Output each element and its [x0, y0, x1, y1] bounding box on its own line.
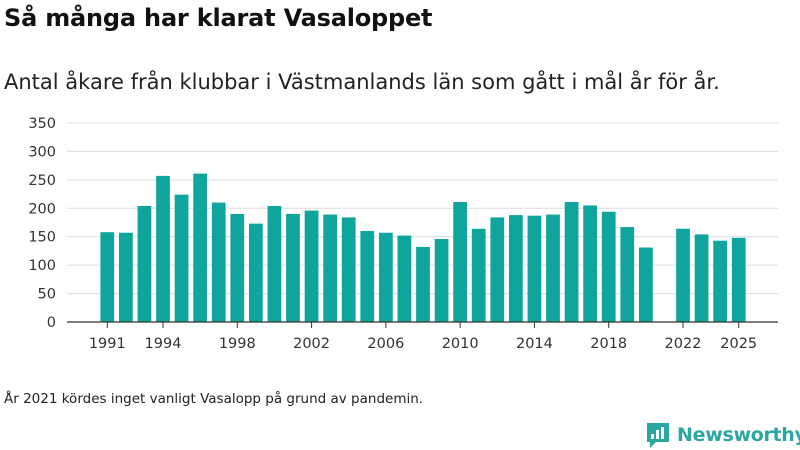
bar: [360, 231, 375, 322]
x-tick-label: 2002: [293, 336, 330, 352]
bar: [453, 202, 468, 322]
axes: 0 50 100 150 200 250 300 350 1991 1994 1998 2002 200…: [28, 116, 778, 352]
bar: [248, 223, 263, 322]
y-tick-label: 0: [47, 315, 56, 331]
bar: [397, 235, 412, 322]
chart-title: Så många har klarat Vasaloppet: [4, 4, 433, 32]
x-tick-label: 2006: [367, 336, 404, 352]
bar-chart: 0 50 100 150 200 250 300 350 1991 1994 1998 2002 200…: [28, 116, 778, 352]
chart-subtitle: Antal åkare från klubbar i Västmanlands …: [4, 70, 720, 94]
x-tick-label: 1998: [219, 336, 256, 352]
bar: [304, 210, 319, 322]
x-tick-label: 1991: [89, 336, 126, 352]
bar: [601, 211, 616, 322]
bar: [174, 194, 189, 322]
bar: [230, 213, 245, 322]
bar: [546, 214, 560, 322]
y-tick-label: 300: [28, 144, 56, 160]
newsworthy-logo-icon: [647, 423, 669, 448]
x-tick-label: 2018: [590, 336, 627, 352]
y-tick-label: 250: [28, 173, 56, 189]
bar: [378, 232, 393, 322]
brand: Newsworthy: [645, 420, 800, 450]
bar: [118, 232, 133, 322]
bar: [527, 215, 542, 322]
y-tick-label: 150: [28, 230, 56, 246]
x-tick-label: 1994: [145, 336, 182, 352]
bar: [156, 175, 170, 322]
bar: [471, 228, 486, 322]
brand-name: Newsworthy: [677, 424, 800, 446]
bar: [211, 202, 226, 322]
bar: [193, 173, 208, 322]
y-tick-label: 350: [28, 116, 56, 132]
y-tick-label: 50: [38, 287, 56, 303]
bar: [267, 206, 282, 322]
bar: [416, 246, 430, 322]
x-tick-label: 2010: [442, 336, 479, 352]
bar: [583, 205, 598, 322]
footnote: År 2021 kördes inget vanligt Vasalopp på…: [4, 391, 424, 407]
bar: [490, 217, 505, 322]
bar: [731, 237, 746, 322]
bar: [676, 228, 690, 322]
bar: [137, 206, 152, 322]
bar: [564, 202, 579, 322]
bar: [508, 215, 523, 322]
bar: [434, 238, 449, 322]
bar: [713, 240, 728, 322]
bar: [620, 227, 635, 322]
bar: [100, 232, 115, 322]
y-tick-label: 100: [28, 258, 56, 274]
y-tick-label: 200: [28, 201, 56, 217]
x-tick-label: 2025: [720, 336, 757, 352]
bars: [100, 173, 746, 322]
bar: [286, 213, 300, 322]
x-tick-label: 2022: [665, 336, 702, 352]
bar: [638, 247, 653, 322]
bar: [341, 217, 356, 322]
x-tick-label: 2014: [516, 336, 553, 352]
bar: [694, 234, 709, 322]
bar: [323, 214, 338, 322]
